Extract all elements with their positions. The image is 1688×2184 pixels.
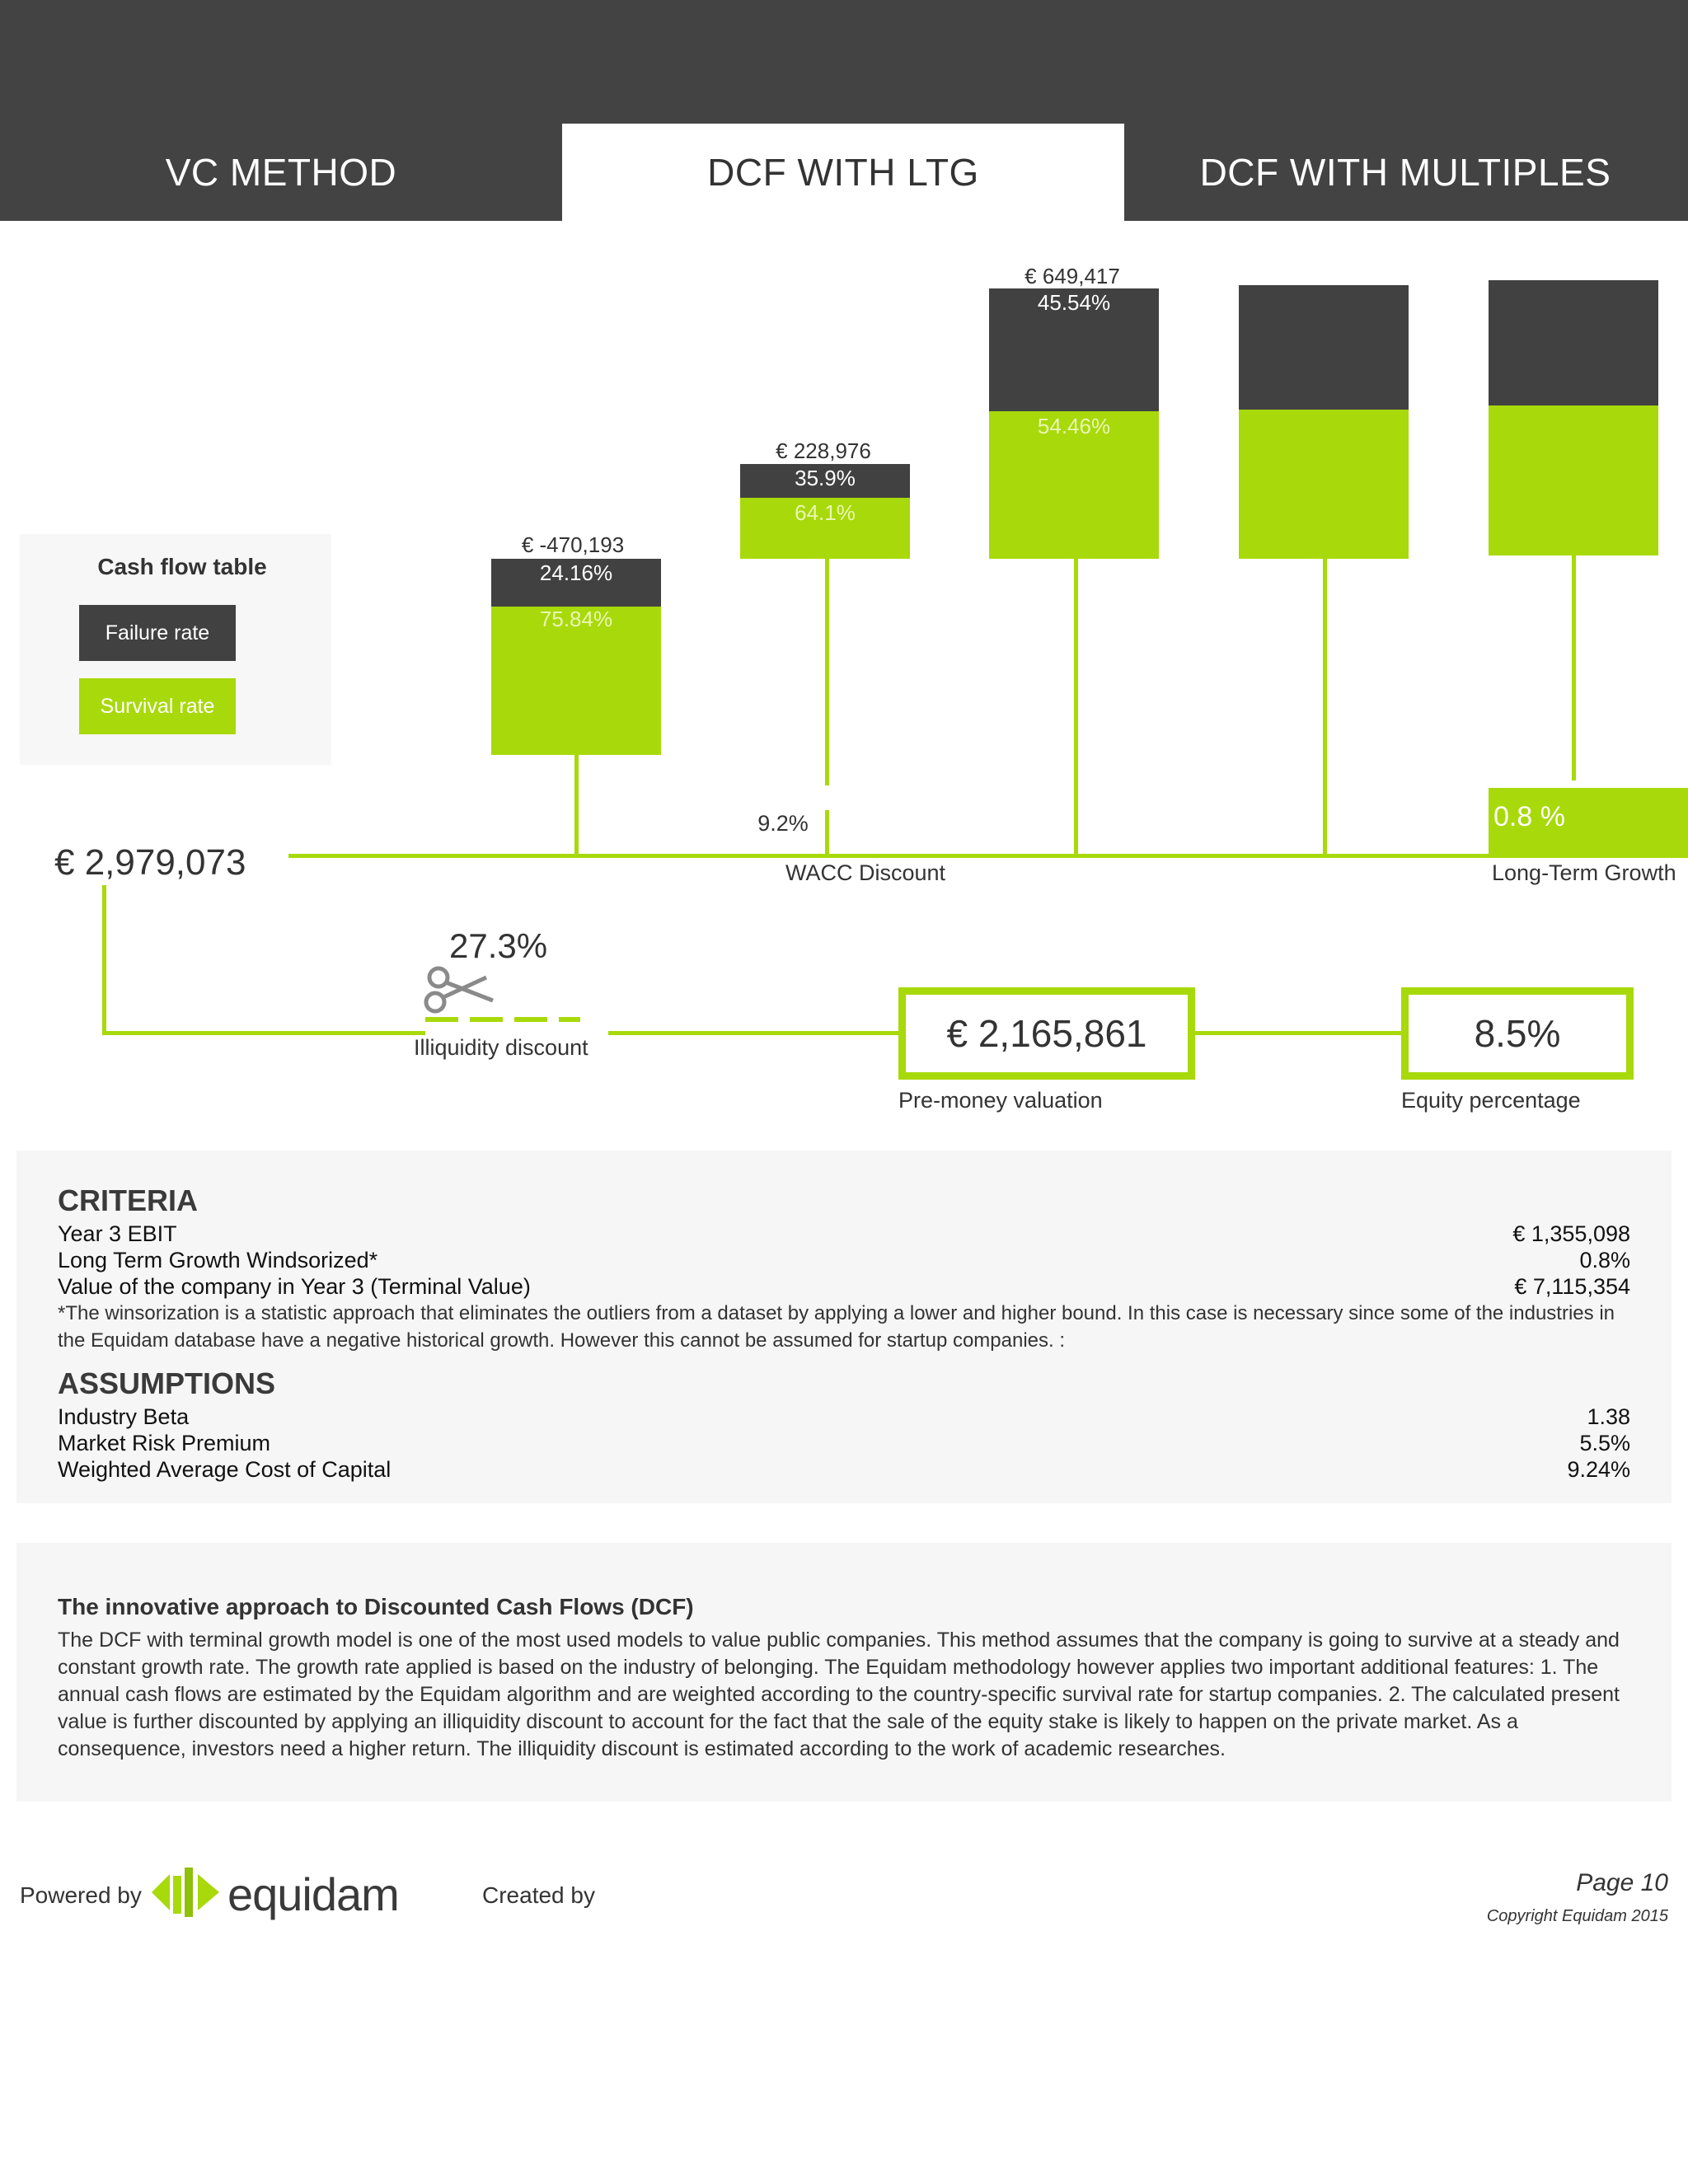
connector-bar-4	[1323, 559, 1327, 857]
criteria-value: 0.8%	[1579, 1248, 1630, 1272]
assumption-value: 5.5%	[1579, 1431, 1630, 1455]
criteria-label: Year 3 EBIT	[58, 1221, 177, 1246]
criteria-value: € 7,115,354	[1514, 1274, 1630, 1299]
equity-label: Equity percentage	[1401, 1088, 1581, 1113]
total-value: € 2,979,073	[54, 842, 246, 883]
illiquidity-dash-3	[514, 1017, 547, 1022]
assumptions-title: ASSUMPTIONS	[58, 1366, 276, 1400]
equidam-wordmark: equidam	[227, 1868, 400, 1920]
ltg-label: Long-Term Growth	[1492, 860, 1676, 885]
bar-3-survival-segment	[989, 411, 1159, 559]
assumptions-row: Industry Beta 1.38	[58, 1404, 1630, 1430]
legend-title: Cash flow table	[97, 554, 267, 579]
bar-1-survival-segment	[491, 607, 661, 755]
bar-2-failure-label: 35.9%	[795, 466, 856, 490]
approach-panel	[16, 1543, 1672, 1802]
total-connector-horizontal	[102, 1031, 425, 1035]
wacc-label: WACC Discount	[785, 860, 946, 885]
illiquidity-label: Illiquidity discount	[414, 1035, 588, 1060]
assumptions-row: Weighted Average Cost of Capital 9.24%	[58, 1456, 1630, 1483]
bar-3-failure-segment	[989, 288, 1159, 411]
winsorization-note: *The winsorization is a statistic approa…	[58, 1302, 1615, 1352]
bar-4-survival-segment	[1239, 410, 1409, 559]
assumptions-row: Market Risk Premium 5.5%	[58, 1430, 1630, 1456]
premoney-label: Pre-money valuation	[898, 1088, 1103, 1113]
tab-dcf-with-ltg[interactable]: DCF WITH LTG	[562, 124, 1124, 221]
cash-flow-baseline	[288, 854, 1688, 858]
connector-bar-1	[574, 755, 579, 857]
illiquidity-value: 27.3%	[449, 926, 548, 965]
legend-failure-rate: Failure rate	[79, 605, 236, 661]
criteria-value: € 1,355,098	[1512, 1221, 1630, 1246]
ltg-value: 0.8 %	[1493, 801, 1565, 832]
assumption-label: Market Risk Premium	[58, 1431, 271, 1455]
bar-2-survival-segment	[740, 498, 910, 559]
illiquidity-dash-2	[470, 1017, 503, 1022]
bar-3-failure-label: 45.54%	[1037, 290, 1111, 315]
bar-5-failure-segment	[1489, 280, 1658, 405]
criteria-row: Year 3 EBIT € 1,355,098	[58, 1221, 1630, 1247]
assumption-label: Weighted Average Cost of Capital	[58, 1457, 392, 1482]
premoney-connector	[1195, 1031, 1403, 1035]
bar-3-survival-label: 54.46%	[1037, 414, 1111, 438]
criteria-row: Long Term Growth Windsorized* 0.8%	[58, 1247, 1630, 1273]
assumption-value: 1.38	[1587, 1404, 1630, 1429]
criteria-label: Long Term Growth Windsorized*	[58, 1248, 378, 1272]
illiquidity-dash-1	[425, 1017, 458, 1022]
equity-value-box: 8.5%	[1401, 987, 1634, 1080]
connector-bar-5	[1572, 554, 1576, 780]
created-by-label: Created by	[482, 1882, 595, 1908]
bar-1-failure-label: 24.16%	[539, 560, 613, 585]
connector-bar-2-upper	[825, 559, 829, 785]
bar-2-failure-segment	[740, 464, 910, 498]
criteria-title: CRITERIA	[58, 1183, 198, 1217]
assumption-value: 9.24%	[1567, 1457, 1630, 1482]
legend-survival-rate: Survival rate	[79, 678, 236, 734]
wacc-value: 9.2%	[757, 811, 809, 836]
tab-vc-method[interactable]: VC METHOD	[165, 151, 397, 194]
criteria-panel	[16, 1151, 1672, 1503]
bar-3-value-label: € 649,417	[1025, 264, 1120, 288]
bar-2-value-label: € 228,976	[776, 438, 871, 463]
bar-1-failure-segment	[491, 559, 661, 607]
approach-title: The innovative approach to Discounted Ca…	[58, 1594, 694, 1619]
copyright: Copyright Equidam 2015	[1486, 1907, 1668, 1925]
connector-bar-2-lower	[825, 810, 829, 856]
powered-by-label: Powered by	[20, 1882, 142, 1908]
bar-1-survival-label: 75.84%	[539, 607, 613, 631]
bar-4-failure-segment	[1239, 285, 1409, 410]
tab-dcf-with-multiples[interactable]: DCF WITH MULTIPLES	[1199, 151, 1611, 194]
illiquidity-dash-4	[559, 1017, 580, 1022]
total-connector-vertical	[102, 885, 106, 1035]
page-number: Page 10	[1576, 1869, 1668, 1896]
equidam-logo-icon	[152, 1864, 219, 1920]
bar-1-value-label: € -470,193	[521, 532, 625, 557]
bar-5-survival-segment	[1489, 405, 1658, 555]
scissors-icon	[420, 963, 495, 1020]
assumption-label: Industry Beta	[58, 1404, 190, 1429]
premoney-value-box: € 2,165,861	[898, 987, 1195, 1080]
illiquidity-connector	[608, 1031, 902, 1035]
approach-text: The DCF with terminal growth model is on…	[58, 1629, 1620, 1760]
connector-bar-3	[1074, 559, 1078, 857]
criteria-row: Value of the company in Year 3 (Terminal…	[58, 1273, 1630, 1300]
ltg-box	[1489, 788, 1688, 854]
bar-2-survival-label: 64.1%	[795, 500, 856, 525]
criteria-label: Value of the company in Year 3 (Terminal…	[58, 1274, 531, 1299]
